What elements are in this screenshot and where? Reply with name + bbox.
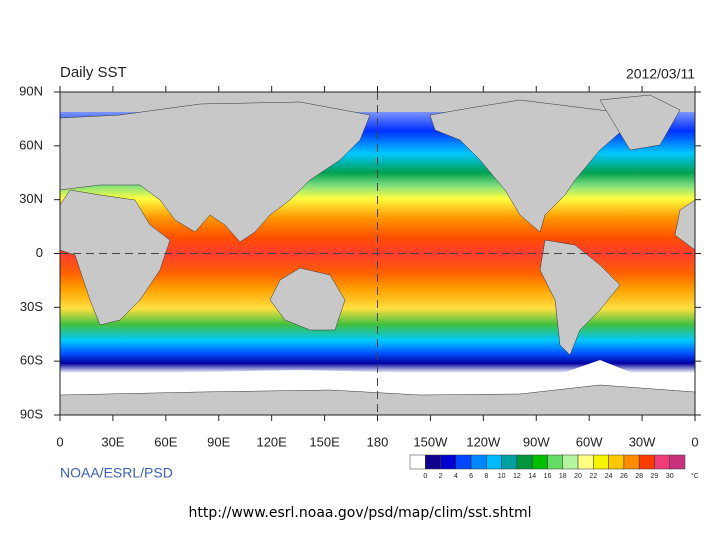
lon-tick-label: 60W bbox=[576, 434, 603, 449]
lon-tick-label: 120W bbox=[466, 434, 501, 449]
legend-label: 16 bbox=[544, 473, 552, 480]
legend-label: 18 bbox=[559, 473, 567, 480]
lon-tick-label: 150E bbox=[309, 434, 340, 449]
legend-swatch bbox=[425, 454, 441, 470]
lat-tick-label: 60N bbox=[19, 137, 43, 152]
lon-tick-label: 30W bbox=[629, 434, 656, 449]
lon-tick-label: 90W bbox=[523, 434, 550, 449]
lat-tick-label: 60S bbox=[20, 353, 43, 368]
lon-tick-label: 180 bbox=[367, 434, 389, 449]
map-date: 2012/03/11 bbox=[626, 66, 695, 82]
legend-swatch bbox=[440, 454, 457, 470]
legend-label: 28 bbox=[635, 473, 643, 480]
lon-tick-label: 30E bbox=[101, 434, 124, 449]
legend-label: 0 bbox=[423, 473, 427, 480]
lat-tick-label: 0 bbox=[36, 245, 43, 260]
legend-swatch bbox=[577, 454, 594, 470]
lat-tick-label: 30S bbox=[20, 299, 43, 314]
legend-label: 2 bbox=[439, 473, 443, 480]
credit: NOAA/ESRL/PSD bbox=[60, 465, 173, 481]
lat-tick-label: 30N bbox=[19, 191, 43, 206]
lon-tick-label: 60E bbox=[154, 434, 177, 449]
legend-swatch bbox=[562, 454, 579, 470]
legend-label: 29 bbox=[651, 473, 659, 480]
legend-swatch bbox=[516, 454, 533, 470]
lon-tick-label: 150W bbox=[413, 434, 448, 449]
map-title: Daily SST bbox=[60, 64, 127, 81]
legend-label: 24 bbox=[605, 473, 613, 480]
lon-tick-label: 90E bbox=[207, 434, 230, 449]
legend-label: 20 bbox=[574, 473, 582, 480]
lon-tick-label: 0 bbox=[691, 434, 698, 449]
legend-label: 26 bbox=[620, 473, 628, 480]
legend-swatch bbox=[470, 454, 487, 470]
legend-swatch bbox=[623, 454, 640, 470]
legend-label: 12 bbox=[513, 473, 521, 480]
legend-label: 22 bbox=[589, 473, 597, 480]
legend-label: 6 bbox=[469, 473, 473, 480]
legend-swatch bbox=[486, 454, 502, 470]
legend-swatch bbox=[547, 454, 564, 470]
legend-swatch bbox=[531, 454, 548, 470]
greenland bbox=[599, 94, 681, 151]
australia bbox=[269, 267, 346, 331]
south-america bbox=[539, 239, 621, 356]
legend-label: 14 bbox=[528, 473, 536, 480]
legend-swatch bbox=[501, 454, 518, 470]
lon-tick-label: 0 bbox=[56, 434, 63, 449]
legend-label: 8 bbox=[484, 473, 488, 480]
legend-label: 4 bbox=[454, 473, 458, 480]
legend-unit: °C bbox=[691, 472, 699, 480]
legend-swatch bbox=[654, 454, 670, 470]
lat-tick-label: 90N bbox=[19, 83, 43, 98]
eurasia bbox=[59, 101, 371, 243]
legend-swatch bbox=[669, 454, 686, 470]
legend-swatch bbox=[593, 454, 609, 470]
lat-tick-label: 90S bbox=[20, 406, 43, 421]
lon-tick-label: 120E bbox=[256, 434, 287, 449]
legend-label: 30 bbox=[666, 473, 674, 480]
legend-swatch bbox=[638, 454, 655, 470]
legend-label: 10 bbox=[498, 473, 506, 480]
legend-swatch bbox=[409, 454, 426, 470]
north-america bbox=[429, 99, 641, 233]
source-url: http://www.esrl.noaa.gov/psd/map/clim/ss… bbox=[188, 505, 531, 521]
legend-swatch bbox=[455, 454, 472, 470]
legend-swatch bbox=[608, 454, 625, 470]
